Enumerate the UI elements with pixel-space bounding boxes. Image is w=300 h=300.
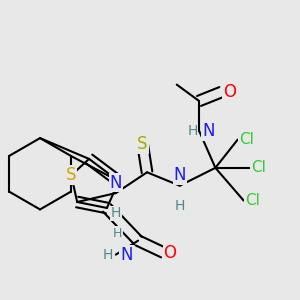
- Text: N: N: [120, 246, 133, 264]
- Text: N: N: [110, 174, 122, 192]
- Text: H: H: [175, 199, 185, 213]
- Text: Cl: Cl: [251, 160, 266, 175]
- Text: S: S: [137, 135, 148, 153]
- Text: Cl: Cl: [239, 132, 254, 147]
- Text: N: N: [173, 166, 186, 184]
- Text: H: H: [111, 206, 121, 220]
- Text: Cl: Cl: [245, 193, 260, 208]
- Text: O: O: [223, 83, 236, 101]
- Text: O: O: [164, 244, 176, 262]
- Text: S: S: [66, 166, 76, 184]
- Text: H: H: [103, 248, 113, 262]
- Text: H: H: [112, 227, 122, 240]
- Text: N: N: [202, 122, 214, 140]
- Text: H: H: [187, 124, 198, 138]
